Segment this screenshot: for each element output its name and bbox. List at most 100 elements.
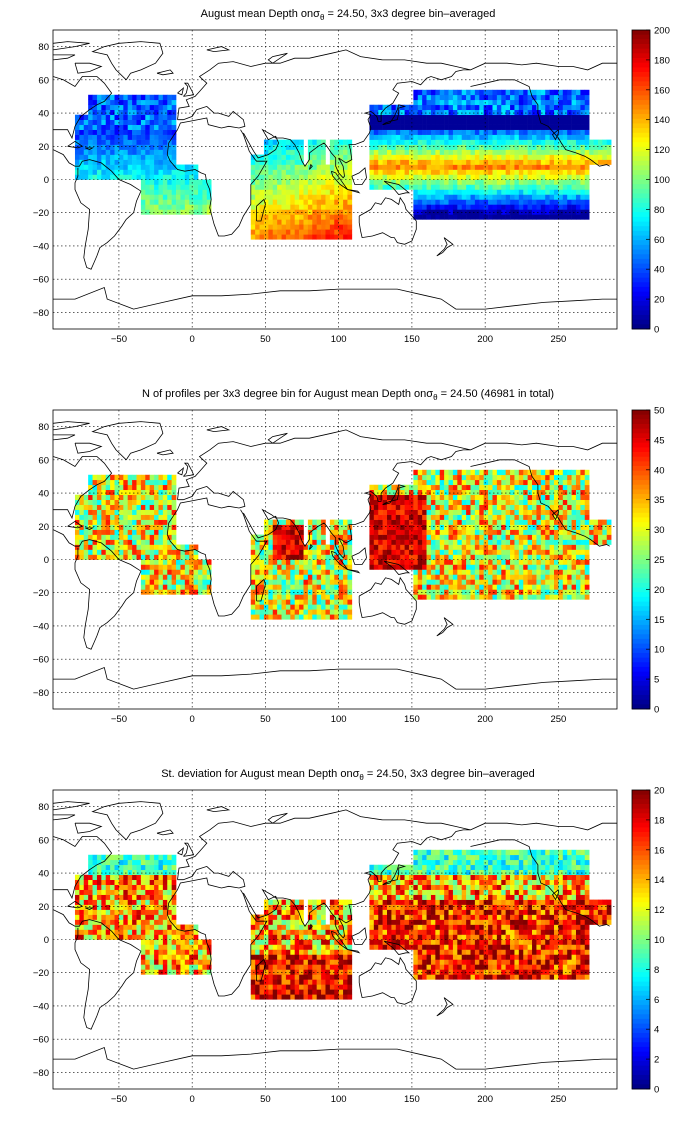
data-bin — [140, 529, 146, 535]
data-bin — [321, 614, 326, 620]
data-bin — [88, 544, 93, 550]
data-bin — [140, 859, 146, 866]
data-bin — [584, 109, 590, 116]
data-bin — [496, 114, 502, 120]
data-bin — [584, 539, 590, 545]
data-bin — [171, 164, 177, 170]
data-bin — [369, 174, 375, 180]
data-bin — [483, 584, 489, 590]
data-bin — [180, 169, 186, 175]
data-bin — [540, 534, 546, 540]
data-bin — [101, 869, 107, 876]
data-bin — [285, 559, 291, 565]
data-bin — [299, 159, 304, 165]
data-bin — [514, 129, 520, 135]
data-bin — [426, 494, 432, 500]
data-bin — [523, 109, 528, 116]
data-bin — [452, 539, 458, 545]
data-bin — [79, 499, 85, 505]
data-bin — [255, 209, 260, 215]
data-bin — [510, 104, 515, 111]
y-tick-label: 20 — [38, 522, 49, 533]
data-bin — [294, 554, 300, 560]
data-bin — [74, 519, 80, 525]
data-bin — [444, 564, 449, 570]
data-bin — [448, 539, 454, 545]
data-bin — [373, 184, 379, 190]
data-bin — [321, 179, 326, 185]
data-bin — [132, 894, 137, 900]
data-bin — [373, 124, 379, 130]
data-bin — [373, 164, 379, 170]
colorbar-segment — [632, 601, 650, 607]
colorbar-segment — [632, 690, 650, 696]
data-bin — [202, 559, 208, 565]
data-bin — [145, 914, 150, 920]
data-bin — [562, 559, 568, 565]
data-bin — [571, 204, 577, 210]
data-bin — [413, 544, 419, 550]
data-bin — [549, 469, 555, 476]
data-bin — [527, 579, 533, 585]
data-bin — [545, 164, 550, 170]
data-bin — [83, 889, 89, 895]
data-bin — [422, 504, 427, 510]
data-bin — [101, 129, 107, 135]
data-bin — [167, 494, 172, 500]
data-bin — [413, 594, 419, 600]
data-bin — [417, 469, 423, 476]
data-bin — [523, 504, 528, 510]
data-bin — [290, 184, 296, 190]
data-bin — [514, 519, 520, 525]
data-bin — [145, 919, 150, 925]
data-bin — [540, 484, 546, 491]
data-bin — [558, 209, 564, 215]
data-bin — [145, 154, 150, 160]
data-bin — [307, 224, 313, 230]
data-bin — [132, 909, 137, 915]
data-bin — [523, 184, 528, 190]
data-bin — [426, 179, 432, 185]
data-bin — [162, 149, 168, 155]
data-bin — [110, 924, 115, 930]
data-bin — [132, 864, 137, 871]
data-bin — [554, 564, 559, 570]
data-bin — [444, 139, 449, 145]
data-bin — [382, 549, 388, 555]
data-bin — [479, 474, 484, 481]
data-bin — [430, 189, 436, 195]
data-bin — [575, 484, 581, 491]
data-bin — [180, 569, 186, 575]
data-bin — [536, 489, 542, 496]
data-bin — [154, 174, 159, 180]
data-bin — [382, 124, 388, 130]
data-bin — [554, 149, 559, 155]
data-bin — [316, 554, 322, 560]
data-bin — [206, 209, 212, 215]
data-bin — [316, 594, 322, 600]
data-bin — [299, 569, 304, 575]
data-bin — [558, 579, 564, 585]
data-bin — [602, 144, 608, 150]
data-bin — [334, 204, 339, 210]
data-bin — [492, 544, 498, 550]
data-bin — [474, 139, 480, 145]
data-bin — [400, 164, 405, 170]
data-bin — [435, 114, 441, 120]
data-bin — [518, 159, 524, 165]
data-bin — [79, 154, 85, 160]
data-bin — [145, 579, 150, 585]
data-bin — [171, 529, 177, 535]
data-bin — [96, 544, 102, 550]
data-bin — [562, 484, 568, 491]
data-bin — [285, 609, 291, 615]
data-bin — [132, 174, 137, 180]
data-bin — [96, 119, 102, 125]
data-bin — [132, 889, 137, 895]
data-bin — [149, 879, 155, 885]
data-bin — [558, 194, 564, 200]
data-bin — [395, 129, 401, 135]
data-bin — [422, 179, 427, 185]
data-bin — [176, 554, 181, 560]
data-bin — [532, 509, 537, 515]
